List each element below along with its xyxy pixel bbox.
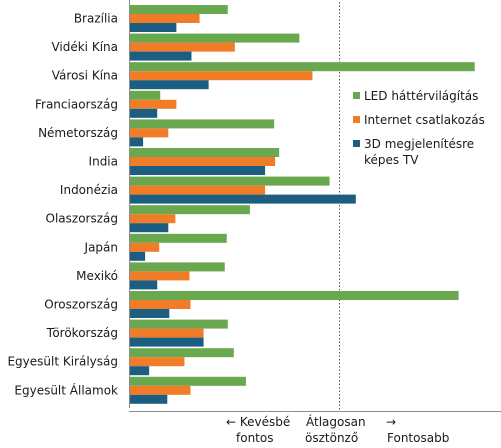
bar-india-series-3 [130, 166, 266, 175]
axis-label-average-2: ösztönző [305, 431, 358, 445]
bar-olaszorszag-series-2 [130, 214, 176, 224]
bar-indonezia-series-2 [130, 185, 266, 195]
bar-brazilia-series-1 [130, 5, 228, 14]
bar-japan-series-2 [130, 242, 160, 252]
category-label-mexiko: Mexikó [76, 269, 118, 283]
bar-olaszorszag-series-1 [130, 205, 250, 215]
bar-varosi-kina-series-2 [130, 71, 313, 81]
category-label-videki-kina: Vidéki Kína [51, 40, 118, 54]
bar-varosi-kina-series-3 [130, 80, 209, 90]
legend-swatch-2 [353, 116, 360, 123]
legend: LED háttérvilágítás Internet csatlakozás 3… [353, 89, 485, 167]
bar-torokorszag-series-3 [130, 337, 204, 347]
bar-egyesult-kiralysag-series-1 [130, 348, 234, 358]
axis-label-average-1: Átlagosan [306, 414, 366, 429]
bar-oroszorszag-series-1 [130, 291, 459, 300]
bar-oroszorszag-series-3 [130, 309, 170, 318]
bar-egyesult-allamok-series-3 [130, 394, 168, 404]
legend-swatch-3 [353, 140, 360, 147]
legend-label-3-line-2: képes TV [364, 153, 419, 167]
bar-nemetorszag-series-1 [130, 119, 275, 129]
bar-videki-kina-series-2 [130, 42, 235, 52]
bar-varosi-kina-series-1 [130, 62, 475, 72]
bar-brazilia-series-2 [130, 14, 200, 23]
category-label-egyesult-allamok: Egyesült Államok [14, 382, 118, 397]
bar-egyesult-allamok-series-2 [130, 385, 191, 395]
category-labels: Brazília Vidéki Kína Városi Kína Franciaors… [7, 12, 118, 398]
bars-group [130, 5, 475, 404]
bar-torokorszag-series-2 [130, 328, 204, 338]
bar-mexiko-series-1 [130, 262, 225, 272]
category-label-indonezia: Indonézia [60, 183, 118, 197]
bar-nemetorszag-series-3 [130, 137, 144, 147]
category-label-franciaorszag: Franciaország [35, 97, 118, 111]
axis-label-less-important-2: fontos [236, 431, 273, 445]
category-label-india: India [89, 155, 118, 169]
legend-label-1: LED háttérvilágítás [364, 89, 478, 103]
bar-videki-kina-series-3 [130, 51, 192, 61]
bar-mexiko-series-2 [130, 271, 190, 281]
x-axis-labels: ← Kevésbé fontos Átlagosan ösztönző → Fo… [226, 414, 449, 445]
category-label-japan: Japán [84, 240, 118, 254]
category-label-nemetorszag: Németország [38, 126, 118, 140]
bar-egyesult-kiralysag-series-3 [130, 366, 150, 376]
bar-franciaorszag-series-3 [130, 108, 158, 118]
bar-indonezia-series-3 [130, 194, 356, 204]
category-label-olaszorszag: Olaszország [46, 212, 118, 226]
bar-indonezia-series-1 [130, 176, 330, 186]
bar-franciaorszag-series-2 [130, 99, 177, 109]
category-label-oroszorszag: Oroszország [44, 298, 118, 312]
bar-egyesult-kiralysag-series-2 [130, 357, 185, 367]
bar-india-series-2 [130, 157, 276, 166]
axis-label-more-important-arrow: → [386, 415, 396, 429]
bar-mexiko-series-3 [130, 280, 158, 290]
bar-nemetorszag-series-2 [130, 128, 169, 138]
bar-olaszorszag-series-3 [130, 223, 169, 233]
legend-background [350, 86, 500, 236]
legend-label-2: Internet csatlakozás [364, 113, 485, 127]
axis-label-more-important: Fontosabb [387, 431, 449, 445]
axis-label-less-important-1: ← Kevésbé [226, 415, 290, 429]
category-label-egyesult-kiralysag: Egyesült Királyság [7, 355, 118, 369]
legend-swatch-1 [353, 92, 360, 99]
category-label-varosi-kina: Városi Kína [52, 69, 118, 83]
bar-oroszorszag-series-2 [130, 300, 191, 309]
bar-india-series-1 [130, 148, 280, 157]
legend-label-3-line-1: 3D megjelenítésre [364, 137, 474, 151]
bar-franciaorszag-series-1 [130, 90, 161, 100]
bar-torokorszag-series-1 [130, 319, 228, 329]
bar-egyesult-allamok-series-1 [130, 376, 246, 386]
bar-japan-series-1 [130, 233, 227, 243]
category-label-brazilia: Brazília [74, 12, 118, 26]
bar-videki-kina-series-1 [130, 33, 300, 43]
bar-brazilia-series-3 [130, 23, 177, 32]
category-label-torokorszag: Törökország [46, 326, 118, 340]
bar-japan-series-3 [130, 251, 146, 261]
